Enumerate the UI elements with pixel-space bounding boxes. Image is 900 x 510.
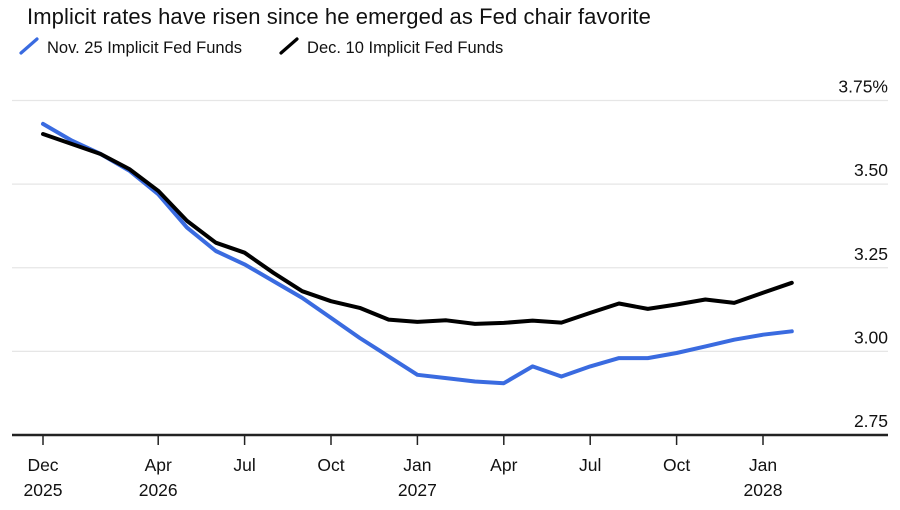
x-tick-year-label: 2025	[24, 480, 63, 500]
x-tick-year-label: 2026	[139, 480, 178, 500]
legend-slash-icon-blue	[18, 37, 40, 60]
x-tick-label: Jul	[579, 455, 601, 475]
x-tick-label: Apr	[145, 455, 172, 475]
x-tick-label: Apr	[490, 455, 517, 475]
legend-label-dec10: Dec. 10 Implicit Fed Funds	[307, 39, 504, 57]
chart-legend: Nov. 25 Implicit Fed Funds Dec. 10 Impli…	[18, 37, 539, 60]
y-tick-label: 3.50	[854, 160, 888, 180]
x-tick-year-label: 2027	[398, 480, 437, 500]
legend-item-dec10: Dec. 10 Implicit Fed Funds	[278, 37, 503, 60]
y-tick-label: 3.75%	[838, 77, 888, 97]
x-tick-label: Jan	[749, 455, 777, 475]
x-tick-label: Dec	[27, 455, 58, 475]
y-tick-label: 3.25	[854, 244, 888, 264]
y-tick-label: 2.75	[854, 411, 888, 431]
chart-title: Implicit rates have risen since he emerg…	[27, 4, 651, 29]
series-line-dec10	[41, 132, 794, 326]
legend-label-nov25: Nov. 25 Implicit Fed Funds	[47, 39, 243, 57]
series-line-nov25	[41, 121, 794, 386]
x-tick-label: Jan	[403, 455, 431, 475]
x-tick-label: Oct	[317, 455, 344, 475]
legend-slash-icon-black	[278, 37, 300, 60]
x-tick-label: Oct	[663, 455, 690, 475]
x-tick-label: Jul	[233, 455, 255, 475]
y-tick-label: 3.00	[854, 327, 888, 347]
legend-item-nov25: Nov. 25 Implicit Fed Funds	[18, 37, 242, 60]
x-tick-year-label: 2028	[744, 480, 783, 500]
